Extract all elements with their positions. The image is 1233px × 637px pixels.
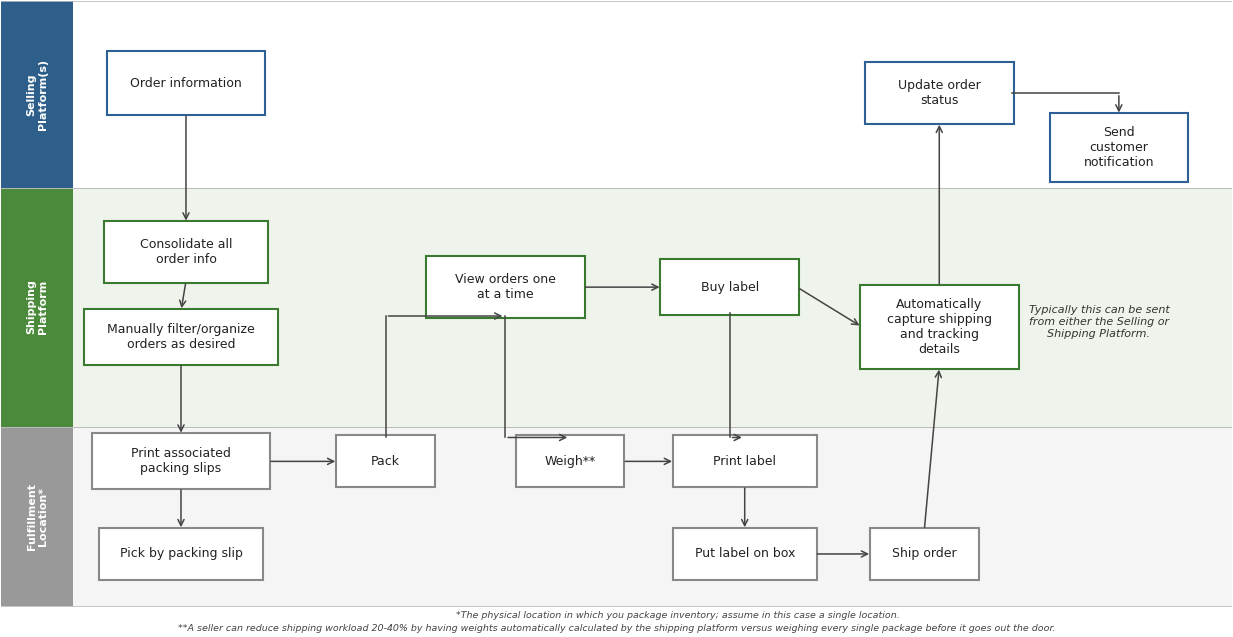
Text: Automatically
capture shipping
and tracking
details: Automatically capture shipping and track… — [887, 298, 991, 356]
FancyBboxPatch shape — [859, 285, 1018, 369]
FancyBboxPatch shape — [864, 62, 1014, 124]
FancyBboxPatch shape — [425, 256, 584, 318]
Text: Ship order: Ship order — [891, 547, 957, 561]
Text: Print label: Print label — [713, 455, 777, 468]
Text: Shipping
Platform: Shipping Platform — [26, 280, 48, 334]
Bar — [1, 1, 73, 187]
Bar — [1, 427, 73, 606]
Text: Pick by packing slip: Pick by packing slip — [120, 547, 243, 561]
Text: Consolidate all
order info: Consolidate all order info — [139, 238, 232, 266]
Text: Weigh**: Weigh** — [545, 455, 596, 468]
Text: Pack: Pack — [371, 455, 399, 468]
FancyBboxPatch shape — [1049, 113, 1189, 182]
FancyBboxPatch shape — [337, 436, 435, 487]
Bar — [73, 187, 1232, 427]
Text: **A seller can reduce shipping workload 20-40% by having weights automatically c: **A seller can reduce shipping workload … — [178, 624, 1055, 633]
Bar — [73, 427, 1232, 606]
Bar — [1, 187, 73, 427]
FancyBboxPatch shape — [106, 51, 265, 115]
FancyBboxPatch shape — [84, 309, 277, 365]
FancyBboxPatch shape — [515, 436, 624, 487]
FancyBboxPatch shape — [673, 436, 816, 487]
Text: Update order
status: Update order status — [898, 79, 980, 107]
FancyBboxPatch shape — [104, 222, 268, 283]
Text: Typically this can be sent
from either the Selling or
Shipping Platform.: Typically this can be sent from either t… — [1028, 305, 1169, 339]
FancyBboxPatch shape — [91, 434, 270, 489]
Text: Manually filter/organize
orders as desired: Manually filter/organize orders as desir… — [107, 323, 255, 351]
Text: Print associated
packing slips: Print associated packing slips — [131, 447, 231, 475]
Text: *The physical location in which you package inventory; assume in this case a sin: *The physical location in which you pack… — [456, 611, 900, 620]
FancyBboxPatch shape — [661, 259, 799, 315]
Text: View orders one
at a time: View orders one at a time — [455, 273, 556, 301]
Text: Buy label: Buy label — [700, 281, 758, 294]
Text: Fulfillment
Location*: Fulfillment Location* — [26, 483, 48, 550]
Text: Selling
Platform(s): Selling Platform(s) — [26, 59, 48, 130]
FancyBboxPatch shape — [99, 528, 263, 580]
FancyBboxPatch shape — [673, 528, 816, 580]
Text: Order information: Order information — [131, 76, 242, 90]
Bar — [73, 1, 1232, 187]
Text: Put label on box: Put label on box — [694, 547, 795, 561]
Text: Send
customer
notification: Send customer notification — [1084, 126, 1154, 169]
FancyBboxPatch shape — [870, 528, 979, 580]
